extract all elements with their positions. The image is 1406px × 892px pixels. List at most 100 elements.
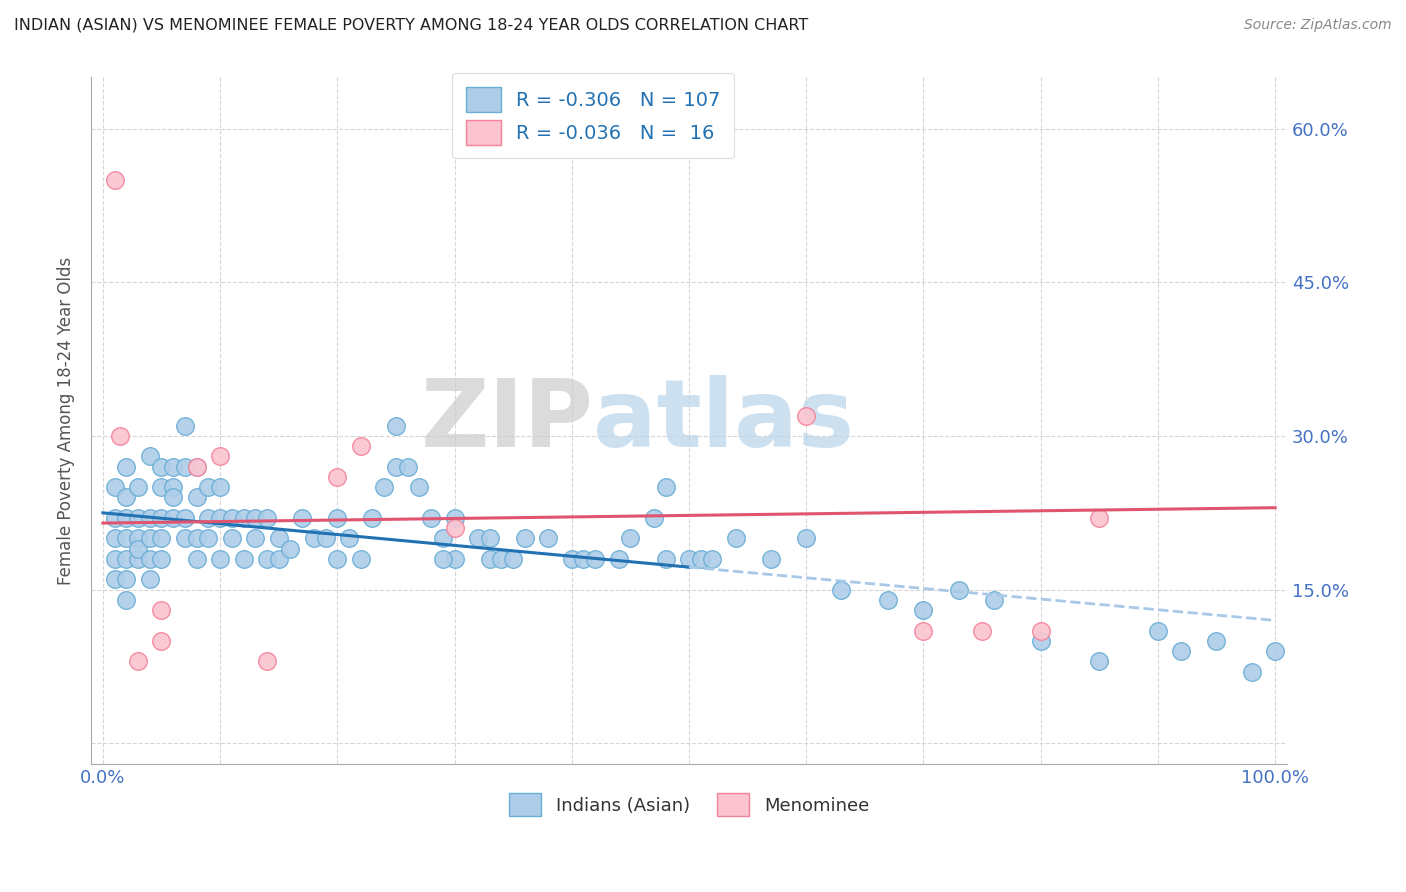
Text: ZIP: ZIP bbox=[420, 375, 593, 467]
Point bbox=[983, 593, 1005, 607]
Point bbox=[491, 552, 513, 566]
Point bbox=[478, 552, 501, 566]
Point bbox=[970, 624, 993, 638]
Point bbox=[326, 552, 349, 566]
Point bbox=[583, 552, 606, 566]
Point bbox=[115, 511, 138, 525]
Point bbox=[256, 552, 278, 566]
Point bbox=[186, 459, 208, 474]
Point bbox=[150, 603, 173, 617]
Point bbox=[337, 532, 360, 546]
Point bbox=[139, 573, 162, 587]
Point bbox=[702, 552, 724, 566]
Point bbox=[174, 418, 197, 433]
Point bbox=[794, 532, 817, 546]
Point bbox=[794, 409, 817, 423]
Point bbox=[127, 511, 149, 525]
Point bbox=[350, 439, 373, 453]
Point bbox=[1147, 624, 1170, 638]
Point bbox=[267, 552, 290, 566]
Point bbox=[197, 532, 219, 546]
Point bbox=[385, 418, 408, 433]
Point bbox=[443, 552, 465, 566]
Point bbox=[467, 532, 489, 546]
Point bbox=[162, 459, 184, 474]
Point bbox=[127, 654, 149, 668]
Point bbox=[232, 511, 254, 525]
Point bbox=[396, 459, 419, 474]
Point bbox=[115, 459, 138, 474]
Point bbox=[104, 173, 127, 187]
Legend: Indians (Asian), Menominee: Indians (Asian), Menominee bbox=[502, 786, 876, 823]
Point bbox=[104, 573, 127, 587]
Point bbox=[912, 624, 935, 638]
Point bbox=[537, 532, 560, 546]
Point bbox=[115, 491, 138, 505]
Point bbox=[127, 532, 149, 546]
Point bbox=[197, 480, 219, 494]
Point bbox=[139, 552, 162, 566]
Point bbox=[443, 511, 465, 525]
Point bbox=[150, 459, 173, 474]
Point bbox=[139, 511, 162, 525]
Point bbox=[912, 603, 935, 617]
Point bbox=[678, 552, 700, 566]
Point bbox=[432, 552, 454, 566]
Point bbox=[689, 552, 711, 566]
Point bbox=[502, 552, 524, 566]
Point bbox=[104, 511, 127, 525]
Point bbox=[174, 459, 197, 474]
Point bbox=[110, 429, 132, 443]
Point bbox=[245, 511, 267, 525]
Text: Source: ZipAtlas.com: Source: ZipAtlas.com bbox=[1244, 18, 1392, 32]
Point bbox=[115, 573, 138, 587]
Point bbox=[127, 552, 149, 566]
Point bbox=[654, 480, 676, 494]
Point bbox=[115, 593, 138, 607]
Point bbox=[643, 511, 665, 525]
Point bbox=[1240, 665, 1263, 679]
Point bbox=[115, 532, 138, 546]
Y-axis label: Female Poverty Among 18-24 Year Olds: Female Poverty Among 18-24 Year Olds bbox=[58, 257, 75, 585]
Point bbox=[350, 552, 373, 566]
Point bbox=[232, 552, 254, 566]
Point bbox=[150, 532, 173, 546]
Point bbox=[1264, 644, 1286, 658]
Point bbox=[561, 552, 583, 566]
Point bbox=[127, 541, 149, 556]
Point bbox=[209, 552, 232, 566]
Point bbox=[1029, 633, 1052, 648]
Point bbox=[326, 511, 349, 525]
Point bbox=[256, 511, 278, 525]
Point bbox=[361, 511, 384, 525]
Point bbox=[443, 521, 465, 535]
Point bbox=[302, 532, 325, 546]
Point bbox=[221, 532, 243, 546]
Point bbox=[127, 480, 149, 494]
Point bbox=[209, 450, 232, 464]
Point bbox=[150, 480, 173, 494]
Point bbox=[104, 552, 127, 566]
Point bbox=[513, 532, 536, 546]
Point bbox=[759, 552, 782, 566]
Point bbox=[209, 480, 232, 494]
Point bbox=[115, 552, 138, 566]
Point bbox=[408, 480, 430, 494]
Point bbox=[315, 532, 337, 546]
Point bbox=[432, 532, 454, 546]
Point bbox=[1205, 633, 1227, 648]
Point bbox=[1088, 511, 1111, 525]
Point bbox=[654, 552, 676, 566]
Point bbox=[209, 511, 232, 525]
Point bbox=[104, 532, 127, 546]
Point bbox=[162, 511, 184, 525]
Text: atlas: atlas bbox=[593, 375, 855, 467]
Point bbox=[245, 532, 267, 546]
Point bbox=[174, 511, 197, 525]
Point bbox=[478, 532, 501, 546]
Point bbox=[267, 532, 290, 546]
Point bbox=[830, 582, 852, 597]
Point bbox=[420, 511, 443, 525]
Point bbox=[385, 459, 408, 474]
Point bbox=[572, 552, 595, 566]
